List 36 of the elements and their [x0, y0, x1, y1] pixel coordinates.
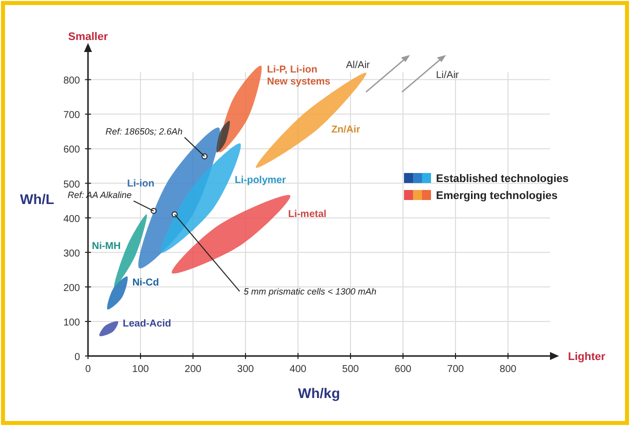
text: Smaller [68, 31, 109, 43]
series-label: Ni-MH [92, 241, 121, 252]
series-label: Ni-Cd [132, 277, 159, 288]
x-tick-label: 500 [342, 364, 360, 375]
y-tick-label: 200 [63, 282, 80, 294]
y-tick-label: 100 [63, 317, 80, 328]
x-tick-label: 300 [237, 364, 254, 375]
x-tick-label: 800 [500, 364, 517, 375]
x-axis-title: Wh/kg [298, 385, 340, 401]
x-tick-label: 100 [132, 364, 150, 375]
annotation: Established technologies [436, 173, 569, 185]
y-tick-label: 400 [63, 214, 80, 225]
y-axis-title: Wh/L [20, 191, 55, 207]
annotation: Emerging technologies [436, 190, 558, 202]
y-tick-label: 700 [63, 110, 80, 122]
x-tick-label: 400 [290, 364, 307, 375]
y-tick-label: 300 [63, 248, 80, 260]
series-label: Zn/Air [331, 124, 360, 136]
series-label: Li-metal [288, 208, 327, 220]
series-label: Lead-Acid [122, 318, 172, 330]
x-tick-label: 600 [394, 364, 412, 375]
annotation: Ref: 18650s; 2.6Ah [105, 126, 183, 136]
series-label: Li-P, Li-ion New systems [267, 64, 331, 88]
text: Lighter [568, 351, 606, 363]
annotation: Al/Air [346, 60, 371, 71]
annotation: Li/Air [436, 70, 460, 81]
x-tick-label: 700 [447, 364, 464, 375]
x-tick-label: 0 [85, 364, 92, 375]
series-label: Li-ion [127, 178, 154, 190]
y-tick-label: 600 [63, 144, 80, 156]
y-tick-label: 0 [74, 352, 80, 363]
series-label: Li-polymer [234, 174, 286, 186]
x-tick-label: 200 [184, 364, 202, 375]
y-tick-label: 500 [63, 179, 80, 190]
annotation: 5 mm prismatic cells < 1300 mAh [244, 286, 376, 296]
y-tick-label: 800 [63, 76, 80, 87]
